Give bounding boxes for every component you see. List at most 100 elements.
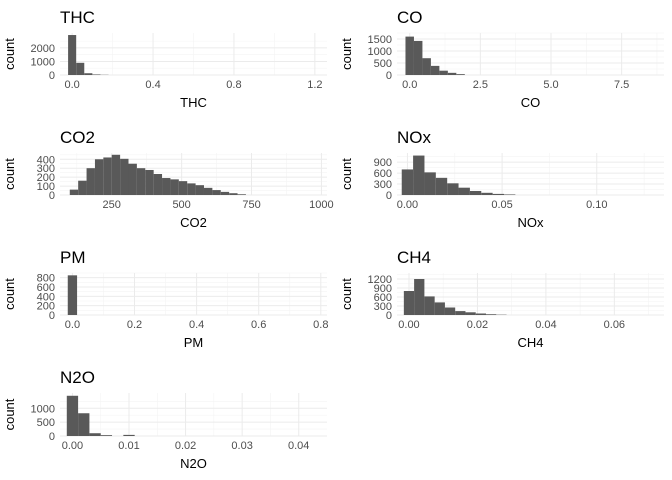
x-tick-label: 0.00 (398, 319, 419, 331)
histogram-bar (203, 187, 213, 195)
x-tick-label: 0.0 (402, 79, 417, 91)
x-tick-label: 0.01 (118, 440, 139, 452)
x-tick-label: 0.00 (397, 199, 418, 211)
y-tick-label: 0 (49, 310, 55, 322)
x-tick-label: 0.8 (226, 79, 241, 91)
histogram-bar (229, 193, 238, 195)
histogram-bar (162, 178, 171, 195)
panel-title: N2O (60, 368, 95, 387)
y-axis-label: count (339, 158, 354, 190)
histogram-bar (486, 314, 497, 315)
histogram-bar (69, 189, 79, 195)
histogram-bar (212, 190, 221, 195)
histogram-bar (424, 296, 435, 315)
y-tick-label: 1000 (31, 403, 55, 415)
y-tick-label: 900 (374, 283, 392, 295)
y-tick-label: 300 (374, 301, 392, 313)
y-tick-label: 300 (374, 179, 392, 191)
histogram-bar (86, 168, 95, 195)
x-tick-label: 0.10 (586, 199, 607, 211)
y-tick-label: 400 (37, 291, 55, 303)
y-tick-label: 100 (37, 181, 55, 193)
histogram-bar (100, 435, 113, 436)
x-axis-label: CO2 (180, 215, 207, 230)
histogram-bar (76, 62, 85, 75)
y-axis-label: count (339, 278, 354, 310)
y-tick-label: 600 (374, 168, 392, 180)
y-axis-label: count (339, 38, 354, 70)
histogram-bar (444, 307, 456, 315)
y-tick-label: 0 (49, 190, 55, 202)
histogram-bar (492, 193, 504, 195)
y-tick-label: 300 (37, 163, 55, 175)
y-tick-label: 0 (386, 310, 392, 322)
histogram-bar (128, 163, 137, 195)
y-tick-label: 1200 (368, 274, 392, 286)
histogram-bar (422, 58, 431, 75)
y-tick-label: 2000 (31, 43, 55, 55)
panel-title: NOx (397, 128, 432, 147)
x-tick-label: 500 (172, 199, 190, 211)
x-tick-label: 250 (103, 199, 121, 211)
y-axis-label: count (2, 158, 17, 190)
y-tick-label: 800 (37, 273, 55, 285)
x-tick-label: 0.03 (231, 440, 252, 452)
y-tick-label: 600 (374, 292, 392, 304)
x-tick-label: 0.00 (62, 440, 83, 452)
histogram-bar (401, 169, 414, 195)
x-tick-label: 0.02 (175, 440, 196, 452)
histogram-bar (458, 187, 470, 195)
x-tick-label: 0.4 (145, 79, 160, 91)
y-tick-label: 200 (37, 301, 55, 313)
histogram-bar (66, 395, 79, 436)
histogram-bar (456, 74, 465, 75)
y-tick-label: 0 (49, 431, 55, 443)
y-tick-label: 0 (386, 70, 392, 82)
histogram-bar (67, 275, 78, 315)
histogram-bar (94, 159, 104, 195)
histogram-bar (153, 174, 163, 195)
x-tick-label: 0.0 (65, 319, 80, 331)
x-tick-label: 0.02 (467, 319, 488, 331)
histogram-bar (455, 311, 466, 315)
y-axis-label: count (2, 38, 17, 70)
x-tick-label: 0.4 (189, 319, 204, 331)
x-tick-label: 5.0 (543, 79, 558, 91)
histogram-bar (413, 40, 423, 75)
y-tick-label: 0 (49, 70, 55, 82)
panel-title: THC (60, 8, 95, 27)
x-tick-label: 0.0 (64, 79, 79, 91)
x-tick-label: 2.5 (473, 79, 488, 91)
histogram-bar (434, 302, 445, 315)
y-axis-label: count (2, 278, 17, 310)
x-tick-label: 0.04 (535, 319, 556, 331)
panel-title: CO2 (60, 128, 95, 147)
x-axis-label: CO (521, 95, 541, 110)
x-tick-label: 0.2 (127, 319, 142, 331)
x-tick-label: 0.05 (491, 199, 512, 211)
histogram-bar (178, 181, 188, 195)
panel-title: CO (397, 8, 423, 27)
histogram-bar (475, 313, 486, 315)
histogram-bar (89, 433, 101, 436)
y-tick-label: 500 (37, 417, 55, 429)
histogram-bar (481, 192, 493, 195)
histogram-bar (84, 73, 93, 75)
histogram-bar (123, 434, 135, 436)
histogram-bar (439, 70, 448, 75)
x-axis-label: CH4 (517, 335, 543, 350)
y-tick-label: 600 (37, 282, 55, 294)
histogram-bar (145, 169, 154, 195)
histogram-bar (469, 190, 482, 195)
histogram-bar (447, 72, 457, 75)
histogram-bar (237, 194, 246, 195)
histogram-bar (430, 65, 440, 75)
panel-title: PM (60, 248, 86, 267)
histogram-bar (111, 154, 121, 195)
y-axis-label: count (2, 398, 17, 430)
histogram-bar (92, 74, 101, 75)
histogram-bar (503, 194, 516, 195)
